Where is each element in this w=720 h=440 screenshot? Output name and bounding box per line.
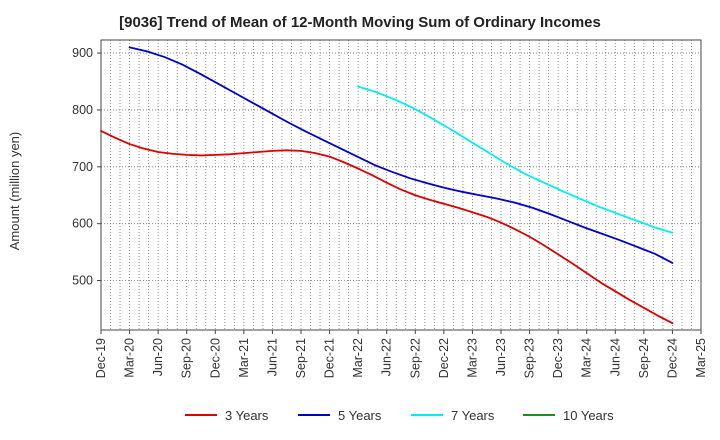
x-tick-label: Sep-23: [523, 338, 537, 378]
y-tick-label: 700: [72, 160, 93, 174]
legend-label: 10 Years: [563, 408, 614, 423]
x-tick-label: Mar-22: [351, 338, 365, 378]
plot-frame: [100, 39, 702, 331]
x-tick-label: Mar-20: [123, 338, 137, 378]
y-axis: 500 600 700 800 900: [72, 46, 101, 288]
x-tick-label: Sep-20: [180, 338, 194, 378]
x-tick-label: Dec-24: [665, 338, 679, 378]
x-tick-label: Mar-23: [465, 338, 479, 378]
series-line-5-years: [128, 46, 674, 264]
x-tick-label: Sep-22: [408, 338, 422, 378]
x-tick-label: Jun-24: [608, 338, 622, 376]
series-group: [100, 46, 674, 325]
x-tick-label: Dec-21: [323, 338, 337, 378]
y-axis-title: Amount (million yen): [7, 132, 22, 251]
legend: 3 Years 5 Years 7 Years 10 Years: [185, 408, 614, 423]
x-tick-label: Mar-21: [237, 338, 251, 378]
y-tick-label: 500: [72, 274, 93, 288]
x-tick-label: Jun-20: [151, 338, 165, 376]
y-tick-label: 600: [72, 217, 93, 231]
legend-label: 7 Years: [451, 408, 495, 423]
x-tick-label: Sep-21: [294, 338, 308, 378]
x-tick-label: Sep-24: [637, 338, 651, 378]
legend-label: 3 Years: [225, 408, 269, 423]
x-tick-label: Jun-23: [494, 338, 508, 376]
grid: [100, 40, 702, 330]
x-tick-label: Dec-22: [437, 338, 451, 378]
x-tick-label: Dec-19: [94, 338, 108, 378]
chart-title: [9036] Trend of Mean of 12-Month Moving …: [119, 14, 601, 31]
x-tick-label: Mar-24: [580, 338, 594, 378]
x-tick-label: Jun-21: [265, 338, 279, 376]
x-tick-label: Dec-23: [551, 338, 565, 378]
x-tick-label: Mar-25: [694, 338, 708, 378]
series-line-7-years: [357, 85, 674, 234]
legend-label: 5 Years: [338, 408, 382, 423]
x-tick-label: Jun-22: [380, 338, 394, 376]
y-tick-label: 900: [72, 46, 93, 60]
y-tick-label: 800: [72, 103, 93, 117]
x-axis: Dec-19 Mar-20 Jun-20 Sep-20 Dec-20 Mar-21 Jun-…: [94, 330, 708, 378]
x-tick-label: Dec-20: [208, 338, 222, 378]
series-line-3-years: [100, 130, 674, 325]
